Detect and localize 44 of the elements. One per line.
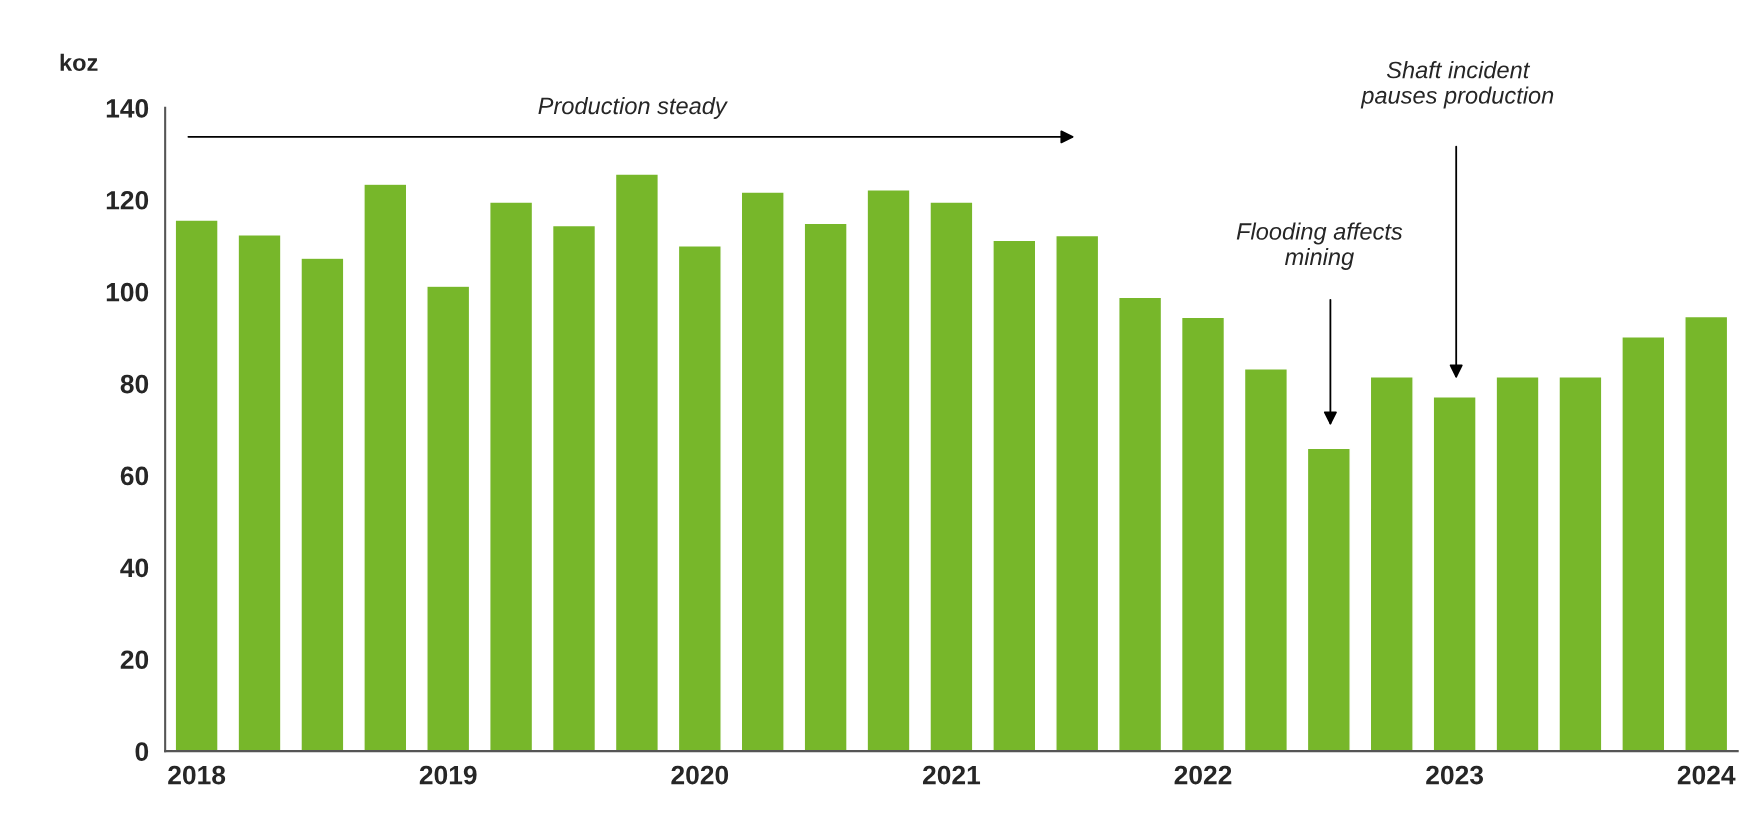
bar: [1180, 316, 1226, 752]
bar: [1369, 375, 1414, 752]
y-tick-label: 20: [120, 650, 149, 670]
bar: [1118, 296, 1163, 752]
bar: [1621, 336, 1666, 752]
x-tick-label: 2020: [671, 765, 729, 785]
x-tick-label: 2023: [1426, 765, 1484, 785]
bar: [740, 191, 785, 752]
bar: [1306, 447, 1351, 752]
annotation: Shaft incident pauses production: [1360, 61, 1554, 109]
bar: [1432, 396, 1477, 752]
bar: [992, 239, 1037, 752]
y-tick-label: 100: [106, 282, 149, 302]
x-tick-label: 2019: [419, 765, 477, 785]
annotation: Flooding affects mining: [1236, 222, 1403, 270]
bar: [1684, 315, 1729, 752]
bar: [237, 234, 282, 752]
x-tick-label: 2018: [168, 765, 226, 785]
bar: [300, 257, 345, 752]
bar: [677, 245, 722, 752]
bar: [803, 222, 848, 752]
bar: [174, 219, 219, 752]
y-tick-label: 60: [120, 466, 149, 486]
y-axis-title: koz: [60, 53, 98, 72]
bar: [426, 285, 471, 752]
bar: [489, 201, 534, 752]
y-tick-label: 40: [120, 558, 149, 578]
x-tick-label: 2024: [1677, 765, 1736, 785]
y-tick-label: 140: [106, 99, 149, 118]
y-tick-label: 120: [106, 190, 149, 210]
bar: [551, 224, 597, 752]
bar: [363, 183, 408, 752]
x-tick-label: 2022: [1174, 765, 1232, 785]
bar: [1558, 375, 1603, 752]
bar: [1495, 375, 1540, 752]
annotation: Production steady: [538, 96, 728, 119]
bar: [866, 188, 911, 752]
bar: [929, 201, 974, 752]
bar: [614, 173, 659, 752]
y-tick-label: 80: [120, 374, 149, 394]
y-tick-label: 0: [135, 742, 149, 761]
x-tick-label: 2021: [922, 765, 981, 785]
bar: [1055, 234, 1100, 752]
bar: [1243, 368, 1288, 752]
